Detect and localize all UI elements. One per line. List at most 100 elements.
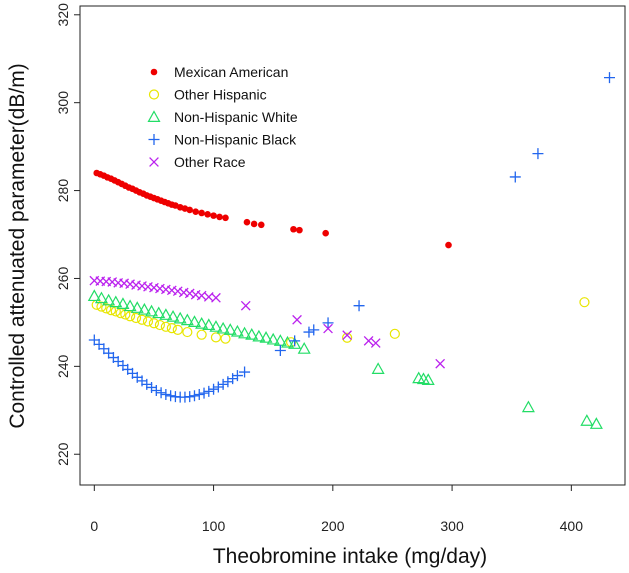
data-point (198, 209, 205, 217)
data-point (342, 332, 353, 343)
series-other-race (89, 275, 446, 369)
data-point (203, 385, 215, 397)
data-point (180, 313, 194, 326)
data-point (159, 308, 173, 320)
data-point (152, 306, 166, 319)
data-point (445, 241, 452, 249)
data-point (188, 390, 200, 402)
legend-label: Other Race (174, 154, 246, 170)
data-point (209, 320, 223, 332)
y-tick-label: 240 (55, 354, 71, 378)
data-point (342, 330, 352, 341)
data-point (130, 301, 144, 313)
data-point (363, 336, 374, 346)
y-tick-label: 280 (55, 179, 71, 203)
data-point (220, 333, 231, 344)
data-point (160, 388, 172, 400)
data-point (137, 302, 151, 315)
data-point (292, 314, 302, 325)
data-point (370, 338, 381, 348)
data-point (308, 324, 320, 336)
data-point (250, 220, 258, 228)
y-axis-title: Controlled attenuated parameter(dB/m) (6, 63, 29, 428)
data-point (150, 385, 162, 397)
legend-marker (148, 89, 160, 100)
data-point (589, 417, 603, 429)
data-point (193, 388, 205, 400)
data-point (192, 208, 199, 215)
data-point (217, 378, 229, 390)
data-point (184, 288, 195, 299)
legend-label: Other Hispanic (174, 87, 267, 103)
data-point (123, 299, 137, 312)
data-point (165, 390, 177, 402)
data-point (142, 316, 154, 327)
x-tick-label: 400 (560, 518, 584, 534)
y-tick-label: 260 (55, 267, 71, 291)
data-point (210, 332, 222, 343)
data-point (421, 373, 435, 385)
data-point (187, 315, 202, 327)
data-point (289, 335, 301, 347)
data-point (322, 317, 334, 329)
data-point (154, 319, 166, 331)
y-tick-label: 220 (55, 442, 71, 466)
data-point (196, 329, 207, 340)
data-point (195, 316, 209, 329)
data-point (216, 321, 230, 334)
x-tick-label: 300 (440, 518, 464, 534)
y-tick-label: 300 (55, 91, 71, 115)
data-point (603, 72, 615, 84)
data-point (87, 289, 101, 302)
data-point (227, 373, 239, 385)
data-point (435, 358, 446, 369)
data-point (238, 326, 252, 339)
series-other-hispanic (91, 297, 590, 348)
data-point (172, 286, 183, 297)
data-point (148, 318, 160, 329)
data-point (102, 293, 116, 306)
data-point (212, 381, 224, 393)
legend-label: Non-Hispanic White (174, 109, 298, 125)
data-point (103, 347, 115, 359)
legend-marker (149, 157, 159, 167)
data-point (230, 324, 244, 337)
data-points (87, 72, 615, 429)
data-point (243, 218, 251, 226)
data-point (160, 321, 171, 332)
data-point (146, 381, 158, 393)
data-point (93, 338, 105, 350)
legend-item: Non-Hispanic Black (148, 132, 297, 148)
data-point (521, 400, 535, 413)
data-point (274, 345, 286, 357)
legend-label: Mexican American (174, 64, 288, 80)
data-point (136, 314, 148, 325)
data-point (323, 323, 333, 334)
data-point (389, 328, 400, 339)
x-tick-label: 0 (90, 518, 98, 534)
data-point (240, 300, 251, 311)
data-point (94, 291, 108, 304)
data-point (109, 295, 123, 308)
data-point (322, 229, 329, 237)
data-point (239, 366, 251, 378)
x-axis: 0 100 200 300 400 (90, 485, 583, 534)
data-point (509, 171, 521, 183)
data-point (579, 297, 590, 308)
data-point (202, 318, 216, 331)
data-point (223, 323, 237, 335)
legend-item: Other Race (149, 154, 246, 170)
data-point (208, 383, 220, 395)
legend-item: Mexican American (150, 64, 288, 80)
data-point (211, 292, 221, 303)
data-point (252, 329, 266, 342)
data-point (353, 300, 365, 312)
data-point (210, 212, 217, 219)
x-axis-title: Theobromine intake (mg/day) (213, 545, 487, 568)
data-point (204, 210, 211, 218)
y-axis: 220 240 260 280 300 320 (55, 3, 80, 466)
legend-marker (150, 68, 158, 76)
data-point (222, 376, 234, 388)
data-point (303, 326, 315, 338)
